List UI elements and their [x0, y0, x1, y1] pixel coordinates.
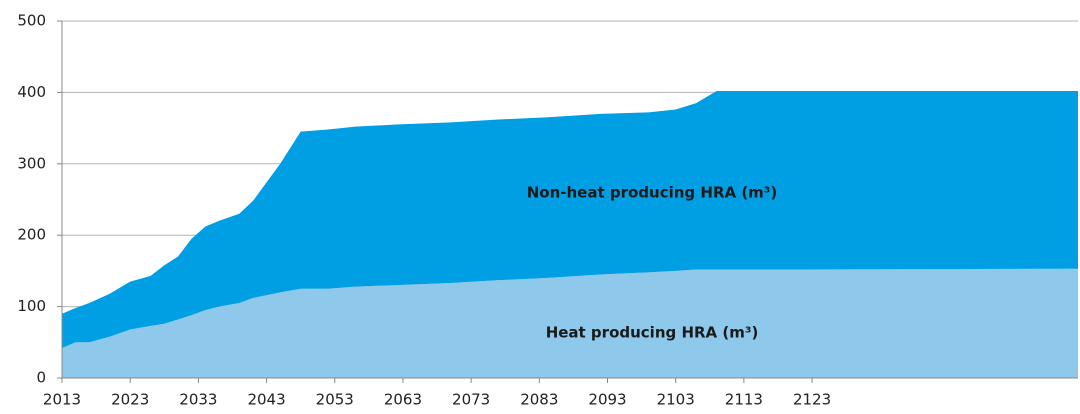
series-label: Heat producing HRA (m³) — [546, 324, 759, 342]
x-tick-label: 2033 — [179, 391, 217, 409]
x-tick-label: 2103 — [657, 391, 695, 409]
x-tick-label: 2043 — [247, 391, 285, 409]
area — [62, 268, 1078, 378]
series-label: Non-heat producing HRA (m³) — [527, 184, 778, 202]
y-tick-label: 300 — [17, 154, 46, 172]
y-tick-label: 500 — [17, 12, 46, 30]
area — [62, 90, 1078, 349]
x-tick-label: 2123 — [793, 391, 831, 409]
x-tick-label: 2053 — [316, 391, 354, 409]
x-tick-label: 2013 — [43, 391, 81, 409]
y-tick-label: 0 — [36, 369, 46, 387]
x-tick-label: 2073 — [452, 391, 490, 409]
x-tick-label: 2023 — [111, 391, 149, 409]
y-tick-label: 200 — [17, 226, 46, 244]
x-tick-label: 2113 — [725, 391, 763, 409]
x-tick-label: 2063 — [384, 391, 422, 409]
y-tick-label: 100 — [17, 297, 46, 315]
x-tick-label: 2093 — [588, 391, 626, 409]
y-tick-label: 400 — [17, 83, 46, 101]
x-tick-label: 2083 — [520, 391, 558, 409]
